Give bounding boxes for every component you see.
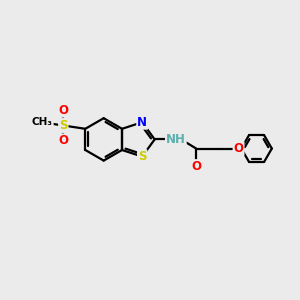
Text: O: O — [58, 134, 68, 147]
Text: S: S — [59, 119, 68, 132]
Text: CH₃: CH₃ — [32, 117, 53, 128]
Text: O: O — [58, 104, 68, 117]
Text: O: O — [191, 160, 201, 173]
Text: NH: NH — [166, 133, 186, 146]
Text: N: N — [137, 116, 147, 129]
Text: S: S — [138, 150, 146, 163]
Text: O: O — [234, 142, 244, 155]
